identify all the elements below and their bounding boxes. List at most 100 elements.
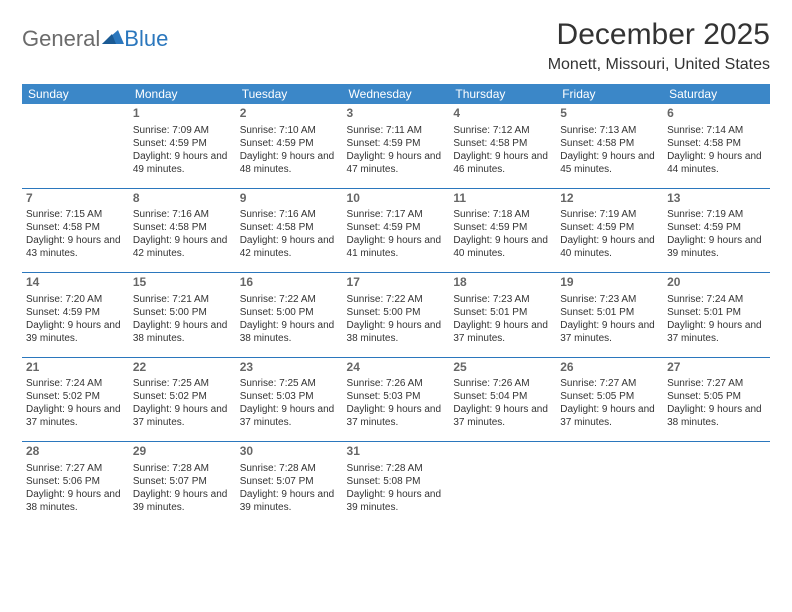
day-cell: 20 Sunrise: 7:24 AMSunset: 5:01 PMDayligh… [663,273,770,357]
day-cell: 10Sunrise: 7:17 AMSunset: 4:59 PMDayligh… [343,189,450,273]
day-header: Friday [556,84,663,104]
calendar-body: 1Sunrise: 7:09 AMSunset: 4:59 PMDaylight… [22,104,770,526]
day-details: Sunrise: 7:25 AMSunset: 5:02 PMDaylight:… [133,377,232,429]
day-header: Thursday [449,84,556,104]
day-cell: 24Sunrise: 7:26 AMSunset: 5:03 PMDayligh… [343,358,450,442]
day-number: 5 [560,106,659,122]
day-details: Sunrise: 7:28 AMSunset: 5:08 PMDaylight:… [347,462,446,514]
day-cell: 29Sunrise: 7:28 AMSunset: 5:07 PMDayligh… [129,442,236,526]
day-number: 10 [347,191,446,207]
day-number: 19 [560,275,659,291]
day-details: Sunrise: 7:26 AMSunset: 5:04 PMDaylight:… [453,377,552,429]
day-cell: 12Sunrise: 7:19 AMSunset: 4:59 PMDayligh… [556,189,663,273]
location-text: Monett, Missouri, United States [548,56,770,74]
day-details: Sunrise: 7:23 AMSunset: 5:01 PMDaylight:… [560,293,659,345]
day-cell: 19 Sunrise: 7:23 AMSunset: 5:01 PMDayligh… [556,273,663,357]
day-header: Tuesday [236,84,343,104]
day-number: 6 [667,106,766,122]
day-cell: 14 Sunrise: 7:20 AMSunset: 4:59 PMDayligh… [22,273,129,357]
day-details: Sunrise: 7:19 AMSunset: 4:59 PMDaylight:… [560,208,659,260]
day-cell: 31 Sunrise: 7:28 AMSunset: 5:08 PMDayligh… [343,442,450,526]
day-details: Sunrise: 7:18 AMSunset: 4:59 PMDaylight:… [453,208,552,260]
day-cell: 22Sunrise: 7:25 AMSunset: 5:02 PMDayligh… [129,358,236,442]
day-details: Sunrise: 7:21 AMSunset: 5:00 PMDaylight:… [133,293,232,345]
day-details: Sunrise: 7:20 AMSunset: 4:59 PMDaylight:… [26,293,125,345]
day-header: Wednesday [343,84,450,104]
day-details: Sunrise: 7:24 AMSunset: 5:01 PMDaylight:… [667,293,766,345]
calendar-table: Sunday Monday Tuesday Wednesday Thursday… [22,84,770,526]
day-cell: 25Sunrise: 7:26 AMSunset: 5:04 PMDayligh… [449,358,556,442]
day-cell: 2 Sunrise: 7:10 AMSunset: 4:59 PMDaylight… [236,104,343,188]
day-header: Monday [129,84,236,104]
day-cell: 7Sunrise: 7:15 AMSunset: 4:58 PMDaylight… [22,189,129,273]
brand-text-1: General [22,26,100,52]
day-number: 15 [133,275,232,291]
day-number: 24 [347,360,446,376]
day-header-row: Sunday Monday Tuesday Wednesday Thursday… [22,84,770,104]
week-row: 14 Sunrise: 7:20 AMSunset: 4:59 PMDayligh… [22,273,770,357]
day-details: Sunrise: 7:28 AMSunset: 5:07 PMDaylight:… [133,462,232,514]
day-details: Sunrise: 7:22 AMSunset: 5:00 PMDaylight:… [347,293,446,345]
day-number: 18 [453,275,552,291]
day-cell: 17Sunrise: 7:22 AMSunset: 5:00 PMDayligh… [343,273,450,357]
day-number: 23 [240,360,339,376]
day-details: Sunrise: 7:17 AMSunset: 4:59 PMDaylight:… [347,208,446,260]
day-number: 21 [26,360,125,376]
day-number: 2 [240,106,339,122]
day-number: 9 [240,191,339,207]
day-details: Sunrise: 7:09 AMSunset: 4:59 PMDaylight:… [133,124,232,176]
day-cell: 23Sunrise: 7:25 AMSunset: 5:03 PMDayligh… [236,358,343,442]
title-block: December 2025 Monett, Missouri, United S… [548,18,770,74]
day-details: Sunrise: 7:16 AMSunset: 4:58 PMDaylight:… [240,208,339,260]
week-row: 28 Sunrise: 7:27 AMSunset: 5:06 PMDayligh… [22,442,770,526]
day-details: Sunrise: 7:28 AMSunset: 5:07 PMDaylight:… [240,462,339,514]
day-details: Sunrise: 7:25 AMSunset: 5:03 PMDaylight:… [240,377,339,429]
day-details: Sunrise: 7:24 AMSunset: 5:02 PMDaylight:… [26,377,125,429]
day-cell: 11Sunrise: 7:18 AMSunset: 4:59 PMDayligh… [449,189,556,273]
day-cell: 26Sunrise: 7:27 AMSunset: 5:05 PMDayligh… [556,358,663,442]
day-cell: 30Sunrise: 7:28 AMSunset: 5:07 PMDayligh… [236,442,343,526]
day-cell: 9Sunrise: 7:16 AMSunset: 4:58 PMDaylight… [236,189,343,273]
day-number: 8 [133,191,232,207]
day-cell: 18Sunrise: 7:23 AMSunset: 5:01 PMDayligh… [449,273,556,357]
day-number: 3 [347,106,446,122]
day-details: Sunrise: 7:10 AMSunset: 4:59 PMDaylight:… [240,124,339,176]
day-number: 4 [453,106,552,122]
day-cell: 13Sunrise: 7:19 AMSunset: 4:59 PMDayligh… [663,189,770,273]
day-number: 28 [26,444,125,460]
day-number: 26 [560,360,659,376]
day-cell: 16Sunrise: 7:22 AMSunset: 5:00 PMDayligh… [236,273,343,357]
day-details: Sunrise: 7:27 AMSunset: 5:05 PMDaylight:… [560,377,659,429]
day-details: Sunrise: 7:22 AMSunset: 5:00 PMDaylight:… [240,293,339,345]
day-number: 11 [453,191,552,207]
day-number: 12 [560,191,659,207]
day-details: Sunrise: 7:27 AMSunset: 5:06 PMDaylight:… [26,462,125,514]
day-details: Sunrise: 7:16 AMSunset: 4:58 PMDaylight:… [133,208,232,260]
day-header: Sunday [22,84,129,104]
day-cell: 3 Sunrise: 7:11 AMSunset: 4:59 PMDaylight… [343,104,450,188]
day-cell: 5 Sunrise: 7:13 AMSunset: 4:58 PMDaylight… [556,104,663,188]
week-row: 1Sunrise: 7:09 AMSunset: 4:59 PMDaylight… [22,104,770,188]
day-cell: 6Sunrise: 7:14 AMSunset: 4:58 PMDaylight… [663,104,770,188]
day-details: Sunrise: 7:15 AMSunset: 4:58 PMDaylight:… [26,208,125,260]
day-number: 27 [667,360,766,376]
day-cell: 4Sunrise: 7:12 AMSunset: 4:58 PMDaylight… [449,104,556,188]
page-header: General Blue December 2025 Monett, Misso… [22,18,770,74]
day-number: 22 [133,360,232,376]
day-number: 20 [667,275,766,291]
day-number: 14 [26,275,125,291]
day-cell [556,442,663,526]
day-cell: 21Sunrise: 7:24 AMSunset: 5:02 PMDayligh… [22,358,129,442]
day-details: Sunrise: 7:19 AMSunset: 4:59 PMDaylight:… [667,208,766,260]
day-cell: 15 Sunrise: 7:21 AMSunset: 5:00 PMDayligh… [129,273,236,357]
day-details: Sunrise: 7:11 AMSunset: 4:59 PMDaylight:… [347,124,446,176]
day-cell: 27Sunrise: 7:27 AMSunset: 5:05 PMDayligh… [663,358,770,442]
day-cell: 8Sunrise: 7:16 AMSunset: 4:58 PMDaylight… [129,189,236,273]
day-header: Saturday [663,84,770,104]
day-number: 31 [347,444,446,460]
brand-text-2: Blue [124,26,168,52]
day-details: Sunrise: 7:13 AMSunset: 4:58 PMDaylight:… [560,124,659,176]
brand-logo: General Blue [22,18,168,52]
day-number: 25 [453,360,552,376]
day-cell [663,442,770,526]
